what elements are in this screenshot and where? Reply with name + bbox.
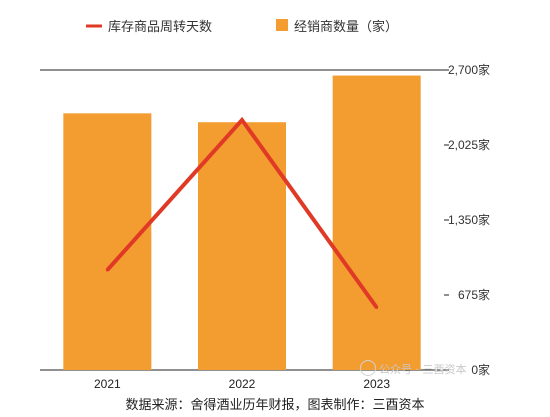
y-tick-label: 2,025家 xyxy=(448,137,490,152)
x-axis-labels: 2021 2022 2023 xyxy=(94,377,390,391)
legend-bar-swatch xyxy=(276,19,288,31)
line-series xyxy=(105,116,379,309)
bar-2023 xyxy=(332,75,421,371)
line-point-2022 xyxy=(240,118,244,122)
legend-label-bar: 经销商数量（家） xyxy=(294,19,398,34)
y-tick-label: 675家 xyxy=(458,287,490,302)
line-point-2023 xyxy=(375,306,379,309)
watermark: 公众号 · 三酉资本 xyxy=(360,360,467,377)
chart-legend: 库存商品周转天数 经销商数量（家） xyxy=(86,19,398,34)
line-point-2021 xyxy=(105,268,109,272)
y-tick-label: 0家 xyxy=(471,362,490,377)
x-tick-label: 2022 xyxy=(229,377,256,391)
watermark-text: 公众号 · 三酉资本 xyxy=(379,363,467,376)
x-tick-label: 2023 xyxy=(363,377,390,391)
y-tick-label: 1,350家 xyxy=(448,212,490,227)
bar-2022 xyxy=(198,122,286,370)
bar-2021 xyxy=(63,113,152,370)
source-note: 数据来源：舍得酒业历年财报，图表制作：三酉资本 xyxy=(125,398,425,413)
x-tick-label: 2021 xyxy=(94,377,121,391)
y-tick-label: 2,700家 xyxy=(448,62,490,77)
wechat-icon xyxy=(360,360,376,376)
legend-label-line: 库存商品周转天数 xyxy=(108,19,212,34)
